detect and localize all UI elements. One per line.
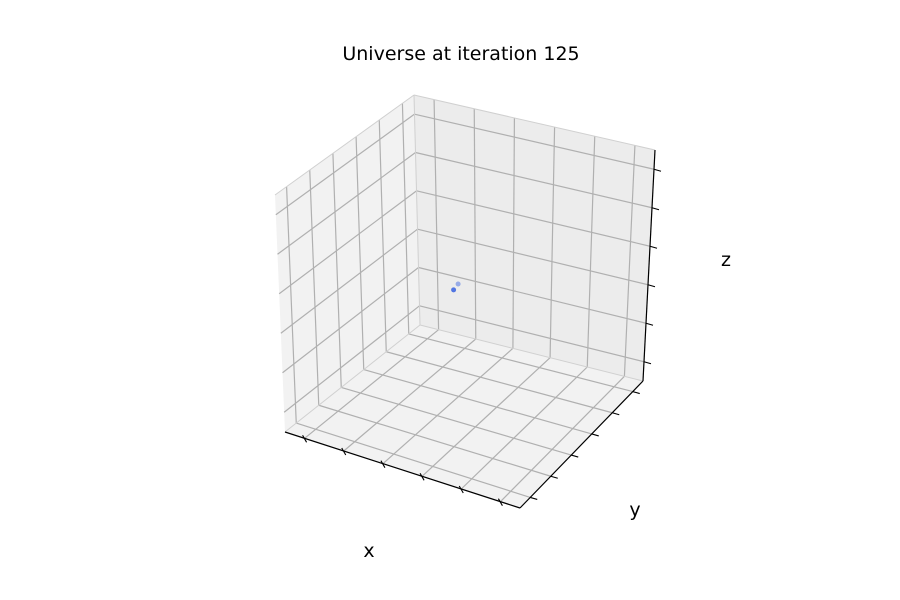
left-grid-line-y — [401, 103, 410, 334]
left-grid-line-z — [278, 190, 417, 295]
chart-title: Universe at iteration 125 — [342, 43, 579, 65]
floor-grid-line-y — [363, 369, 592, 435]
y-tick — [530, 496, 538, 500]
back-grid-line-x — [473, 108, 477, 340]
pane-edge — [284, 324, 421, 433]
left-grid-line-z — [275, 113, 415, 216]
left-grid-line-y — [355, 136, 365, 370]
back-grid-line-z — [419, 305, 645, 363]
z-axis-line — [642, 149, 656, 382]
x-tick — [497, 498, 503, 506]
pane-edge — [419, 324, 644, 382]
back-grid-line-x — [549, 127, 556, 358]
back-grid-line-z — [417, 228, 649, 286]
pane-edge — [413, 94, 656, 151]
axis-spines — [284, 149, 656, 509]
left-grid-line-z — [280, 228, 418, 334]
z-tick — [645, 322, 654, 326]
grid-lines — [274, 94, 656, 503]
z-tick — [647, 284, 656, 288]
scatter-point — [455, 281, 461, 287]
z-tick — [651, 207, 660, 211]
z-tick — [643, 361, 652, 365]
z-tick — [653, 168, 662, 172]
y-tick — [550, 475, 558, 479]
z-tick — [649, 245, 658, 249]
axis-ticks — [302, 168, 662, 506]
back-grid-line-x — [433, 99, 440, 330]
floor-grid-line-y — [386, 351, 613, 414]
left-grid-line-y — [332, 153, 342, 388]
back-grid-line-x — [512, 117, 516, 349]
y-tick — [591, 433, 599, 437]
floor-grid-line-x — [382, 347, 514, 465]
floor-grid-line-y — [408, 333, 633, 393]
floor-grid-line-x — [343, 338, 477, 452]
x-tick — [341, 447, 347, 456]
x-tick — [302, 435, 308, 443]
x-tick — [419, 473, 425, 481]
scatter-points — [451, 281, 461, 293]
back-grid-line-z — [414, 113, 655, 170]
left-grid-line-y — [285, 186, 297, 424]
floor-grid-line-y — [341, 386, 572, 456]
back-grid-line-x — [623, 145, 636, 377]
back-grid-line-z — [416, 190, 651, 247]
back-grid-line-z — [415, 151, 653, 209]
x-axis-label: x — [363, 540, 374, 562]
back-grid-line-x — [586, 136, 596, 368]
left-grid-line-z — [283, 305, 420, 413]
z-axis-label: z — [721, 249, 731, 271]
floor-grid-line-y — [296, 422, 531, 498]
x-tick — [458, 485, 464, 494]
pane-edge — [413, 94, 421, 326]
scatter-point — [451, 287, 457, 293]
y-tick — [571, 454, 579, 458]
left-grid-line-y — [378, 119, 387, 352]
axes-3d — [274, 94, 662, 509]
left-grid-line-z — [277, 152, 416, 255]
floor-grid-line-x — [460, 366, 588, 490]
y-axis-label: y — [629, 499, 640, 521]
y-tick — [612, 412, 620, 416]
back-grid-line-z — [418, 266, 647, 324]
pane-edge — [274, 94, 415, 196]
floor-grid-line-x — [304, 329, 439, 439]
y-axis-line — [519, 380, 644, 509]
floor-grid-line-y — [318, 404, 551, 477]
floor-grid-line-x — [499, 375, 625, 503]
floor-grid-line-x — [421, 357, 551, 477]
left-pane — [275, 95, 420, 432]
x-tick — [380, 460, 386, 468]
y-tick — [632, 391, 640, 395]
left-grid-line-z — [282, 267, 419, 374]
left-grid-line-y — [309, 169, 320, 406]
x-axis-line — [284, 431, 521, 509]
